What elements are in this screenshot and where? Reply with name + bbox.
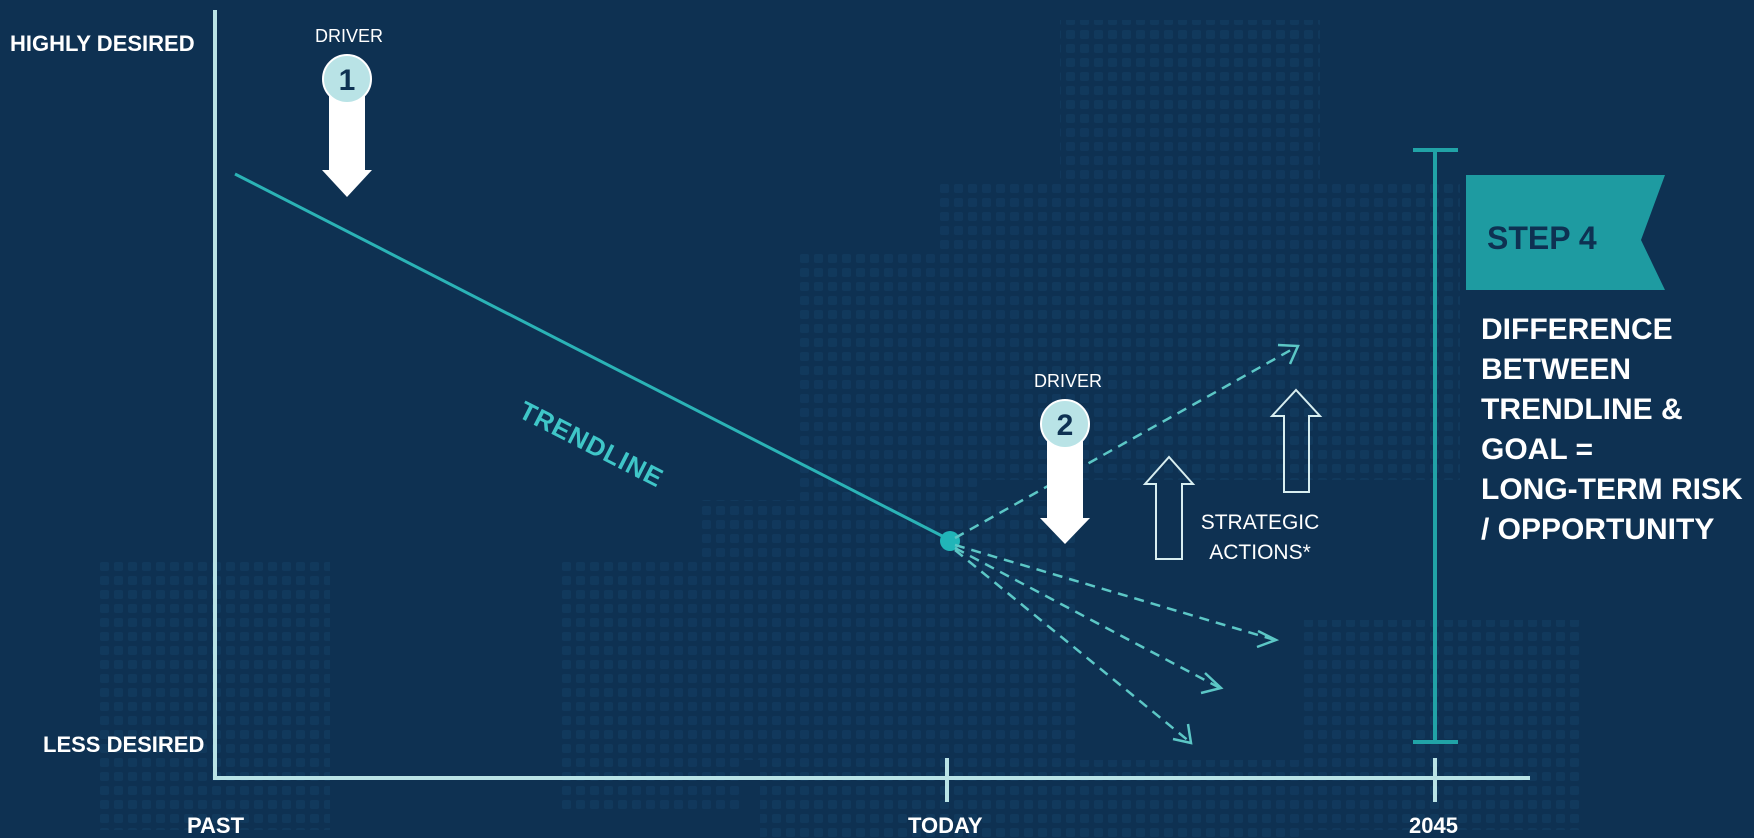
background-map-dots	[100, 20, 1580, 838]
result-line-3: TRENDLINE &	[1481, 393, 1683, 426]
goal-range-bar	[1413, 148, 1458, 744]
strategic-actions-line-1: STRATEGIC	[1200, 511, 1320, 534]
driver-1-number: 1	[339, 64, 356, 97]
scenario-arrow-up	[954, 344, 1299, 540]
result-line-5: LONG-TERM RISK	[1481, 473, 1743, 506]
driver-2-label: DRIVER	[1034, 371, 1103, 391]
y-axis-top-label: HIGHLY DESIRED	[10, 31, 195, 56]
driver-1-arrow	[322, 54, 372, 197]
trendline	[234, 172, 951, 542]
strategic-actions-label: STRATEGIC ACTIONS*	[1190, 508, 1330, 568]
scenario-arrowheads	[1172, 343, 1300, 745]
x-tick-label-today: TODAY	[908, 813, 983, 838]
result-line-4: GOAL =	[1481, 433, 1593, 466]
step-banner-label: STEP 4	[1487, 220, 1597, 256]
x-tick-label-2045: 2045	[1409, 813, 1458, 838]
goal-difference-text: DIFFERENCE BETWEEN TRENDLINE & GOAL = LO…	[1481, 310, 1751, 550]
result-line-6: / OPPORTUNITY	[1481, 513, 1715, 546]
step-banner	[1466, 175, 1665, 290]
driver-2-arrow	[1040, 399, 1090, 544]
result-line-2: BETWEEN	[1481, 353, 1631, 386]
driver-1-label: DRIVER	[315, 26, 384, 46]
result-line-1: DIFFERENCE	[1481, 313, 1673, 346]
strategic-arrow-left	[1142, 455, 1196, 560]
driver-2-number: 2	[1057, 409, 1074, 442]
strategic-arrow-right	[1269, 388, 1323, 493]
scenario-arrow-mid	[954, 543, 1276, 642]
y-axis-bottom-label: LESS DESIRED	[43, 732, 205, 757]
x-tick-label-past: PAST	[187, 813, 245, 838]
strategic-actions-line-2: ACTIONS*	[1209, 541, 1311, 564]
scenario-arrows	[954, 344, 1299, 743]
